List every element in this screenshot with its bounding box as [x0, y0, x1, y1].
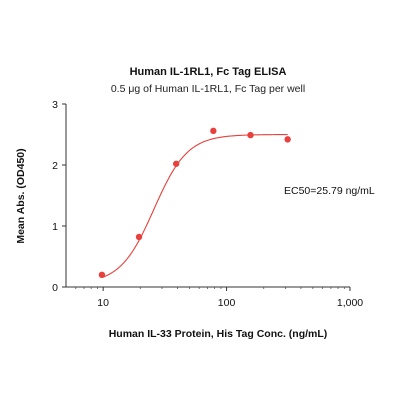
y-tick-label: 3: [52, 99, 58, 111]
data-point: [247, 131, 254, 139]
x-tick-label: 10: [97, 297, 109, 309]
data-point: [210, 127, 217, 135]
data-point: [98, 271, 106, 278]
x-tick-label: 100: [218, 297, 236, 309]
x-axis-ticks: 10 100 1,000: [75, 287, 363, 309]
x-tick-label: 1,000: [337, 297, 363, 309]
chart-title: Human IL-1RL1, Fc Tag ELISA: [130, 66, 287, 78]
data-point: [284, 136, 291, 143]
data-point: [172, 160, 180, 167]
chart-subtitle: 0.5 μg of Human IL-1RL1, Fc Tag per well: [111, 83, 305, 95]
ec50-annotation: EC50=25.79 ng/mL: [284, 185, 375, 197]
fit-curve-layer: [101, 134, 288, 279]
y-tick-label: 1: [52, 221, 58, 233]
x-axis-title: Human IL-33 Protein, His Tag Conc. (ng/m…: [109, 328, 328, 340]
fit-curve: [101, 134, 288, 279]
y-axis-title: Mean Abs. (OD450): [15, 148, 27, 243]
y-tick-label: 2: [52, 160, 58, 172]
data-points-layer: [98, 127, 291, 278]
y-tick-label: 0: [52, 282, 58, 294]
data-point: [135, 233, 143, 241]
y-axis-ticks: 0 1 2 3: [52, 99, 66, 294]
